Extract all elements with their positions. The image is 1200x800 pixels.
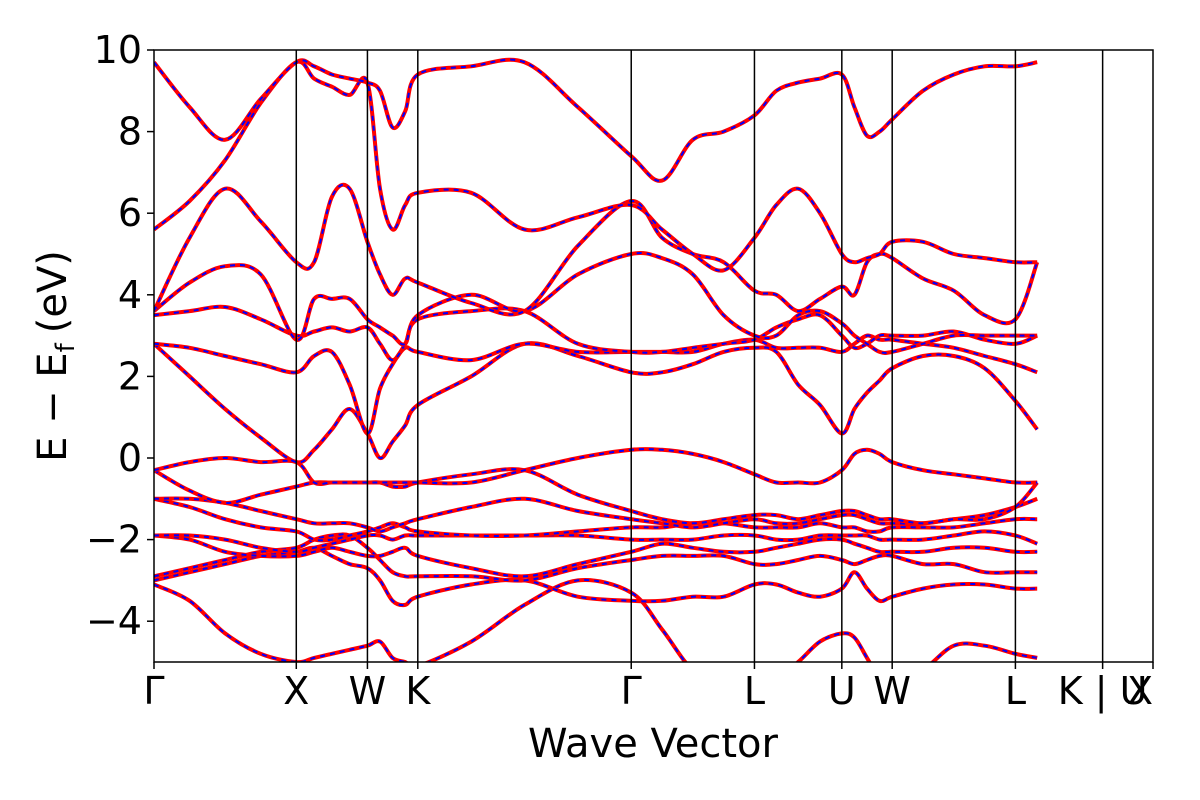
y-tick-label: 0 <box>118 436 142 480</box>
band-14-dashed <box>154 183 1039 325</box>
high-symmetry-lines <box>295 50 1104 662</box>
y-axis-title-sub: f <box>51 342 81 352</box>
kpoint-label: X <box>283 669 309 713</box>
band-6-dashed <box>154 497 1038 542</box>
kpoint-label: Γ <box>143 669 164 713</box>
kpoint-label: L <box>744 669 765 713</box>
plot-frame <box>153 49 1154 663</box>
y-tick-label: 6 <box>118 191 142 235</box>
y-axis-title-unit: (eV) <box>30 250 76 333</box>
x-axis-title: Wave Vector <box>528 721 779 767</box>
y-tick-label: −4 <box>86 599 142 643</box>
bands-layer <box>154 57 1040 662</box>
y-tick-label: 4 <box>118 273 142 317</box>
band-7-dashed <box>154 497 1038 533</box>
kpoint-label: K | U <box>1058 669 1148 714</box>
y-tick-label: 8 <box>118 110 142 154</box>
band-5-dashed <box>154 530 1038 553</box>
band-15-dashed <box>154 60 1038 272</box>
y-axis-title-main: E − E <box>30 352 76 462</box>
band-16-dashed <box>154 58 1038 182</box>
band-10-dashed <box>154 342 1038 464</box>
band-1-dashed <box>154 579 1038 662</box>
y-tick-label: −2 <box>86 518 142 562</box>
kpoint-label: K <box>405 669 431 713</box>
y-tick-label: 2 <box>118 354 142 398</box>
kpoint-label: Γ <box>621 669 642 713</box>
band-4-dashed <box>154 534 1038 578</box>
kpoint-label: X <box>1127 669 1153 713</box>
y-tick-label: 10 <box>94 28 142 72</box>
kpoint-label: L <box>1005 669 1026 713</box>
plot-background <box>154 50 1153 662</box>
y-axis: −4 −2 0 2 4 6 8 10 <box>86 28 154 643</box>
kpoint-label: W <box>873 669 911 713</box>
band-13-dashed <box>154 252 1038 354</box>
band-12-dashed <box>154 305 1038 362</box>
band-9-dashed <box>154 448 1038 485</box>
kpoint-label: U <box>828 669 856 713</box>
y-axis-title: E − Ef (eV) <box>30 250 81 462</box>
kpoint-label: W <box>349 669 387 713</box>
band-3-dashed <box>154 533 1038 582</box>
